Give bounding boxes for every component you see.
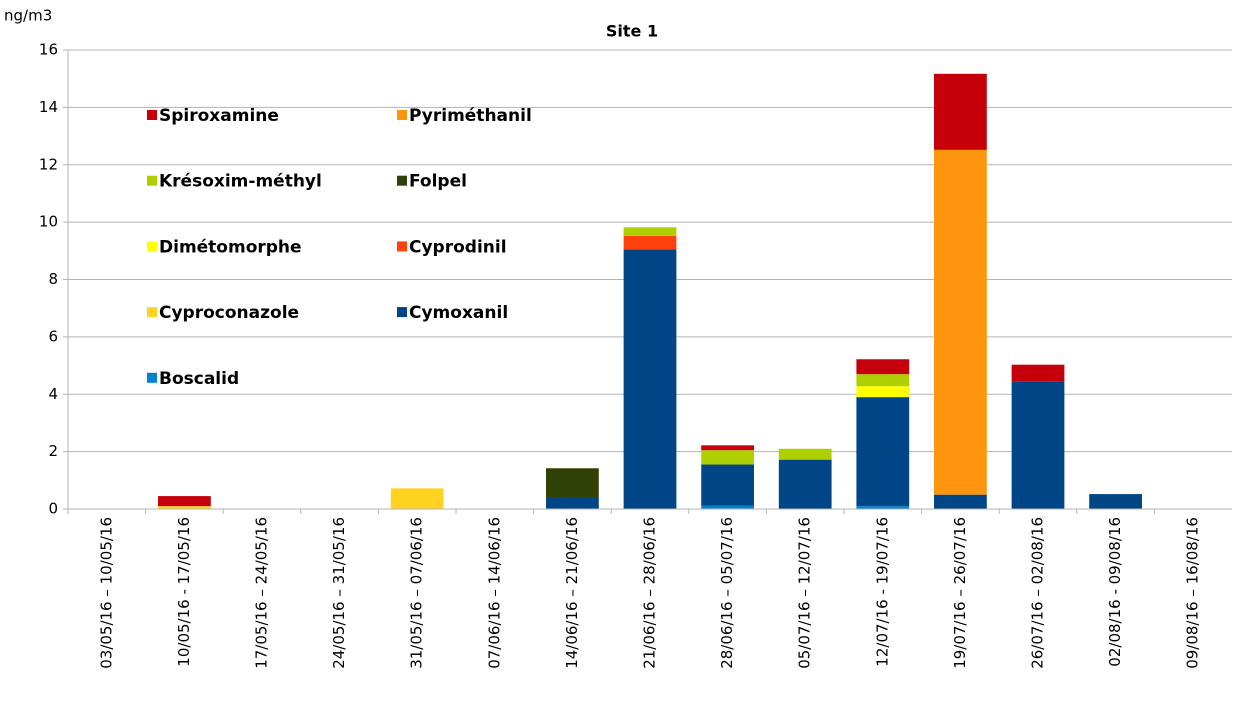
bar-segment [158, 506, 211, 509]
legend-swatch [397, 175, 407, 186]
bar-segment [856, 386, 910, 398]
bar-segment [701, 450, 754, 465]
x-tick-label: 26/07/16 – 02/08/16 [1029, 517, 1047, 669]
bar-segment [546, 497, 599, 509]
bar-segment [701, 464, 754, 506]
bar-segment [701, 445, 754, 451]
legend-label: Cymoxanil [409, 303, 508, 323]
legend-swatch [147, 110, 157, 120]
legend-label: Cyproconazole [159, 303, 299, 323]
bar-segment [856, 506, 910, 509]
y-tick-label: 4 [48, 385, 58, 403]
y-tick-label: 0 [48, 500, 58, 518]
y-axis-label: ng/m3 [4, 7, 52, 25]
x-tick-label: 09/08/16 – 16/08/16 [1184, 517, 1202, 669]
y-tick-label: 12 [39, 155, 58, 173]
bar-segment [623, 249, 677, 510]
x-tick-label: 17/05/16 – 24/05/16 [253, 517, 271, 669]
y-tick-label: 2 [48, 442, 58, 460]
bar-segment [856, 397, 910, 507]
bar-segment [934, 73, 987, 150]
bar-segment [778, 459, 832, 509]
x-tick-label: 05/07/16 – 12/07/16 [796, 517, 814, 669]
bar-segment [856, 359, 910, 375]
y-tick-label: 8 [48, 270, 58, 288]
x-tick-label: 02/08/16 - 09/08/16 [1106, 517, 1124, 667]
legend-swatch [397, 110, 407, 120]
legend-label: Folpel [409, 172, 467, 192]
x-tick-label: 03/05/16 – 10/05/16 [97, 517, 115, 669]
bar-segment [546, 468, 599, 498]
legend-swatch [147, 175, 157, 186]
legend-label: Dimétomorphe [159, 237, 302, 257]
x-tick-label: 12/07/16 - 19/07/16 [873, 517, 891, 667]
legend-swatch [397, 307, 407, 318]
bar-segment [1011, 364, 1065, 382]
legend-label: Boscalid [159, 369, 239, 389]
legend-label: Cyprodinil [409, 237, 507, 257]
y-tick-label: 16 [39, 41, 58, 59]
x-tick-label: 28/06/16 – 05/07/16 [718, 517, 736, 669]
bar-segment [856, 374, 910, 387]
bar-segment [1011, 381, 1065, 509]
bar-segment [934, 149, 987, 495]
y-tick-label: 14 [39, 98, 58, 116]
bar-segment [1089, 494, 1142, 509]
bar-segment [701, 505, 754, 509]
y-tick-label: 10 [39, 213, 58, 231]
legend-label: Spiroxamine [159, 106, 279, 126]
legend-swatch [147, 372, 157, 383]
bar-segment [158, 496, 211, 507]
legend-label: Krésoxim-méthyl [159, 172, 322, 192]
x-tick-label: 14/06/16 – 21/06/16 [563, 517, 581, 669]
x-tick-label: 07/06/16 – 14/06/16 [485, 517, 503, 669]
x-tick-label: 19/07/16 – 26/07/16 [951, 517, 969, 669]
x-tick-label: 24/05/16 – 31/05/16 [330, 517, 348, 669]
x-tick-label: 21/06/16 – 28/06/16 [641, 517, 659, 669]
x-tick-label: 31/05/16 – 07/06/16 [408, 517, 426, 669]
legend-swatch [147, 241, 157, 252]
bar-segment [934, 494, 987, 509]
bar-segment [778, 448, 832, 460]
chart-subtitle: Site 1 [606, 22, 658, 41]
bar-segment [390, 488, 444, 509]
legend-swatch [397, 241, 407, 252]
legend-label: Pyriméthanil [409, 106, 532, 126]
bar-segment [623, 227, 677, 236]
y-tick-label: 6 [48, 327, 58, 345]
legend-swatch [147, 307, 157, 318]
bar-segment [623, 235, 677, 250]
x-tick-label: 10/05/16 - 17/05/16 [175, 517, 193, 667]
